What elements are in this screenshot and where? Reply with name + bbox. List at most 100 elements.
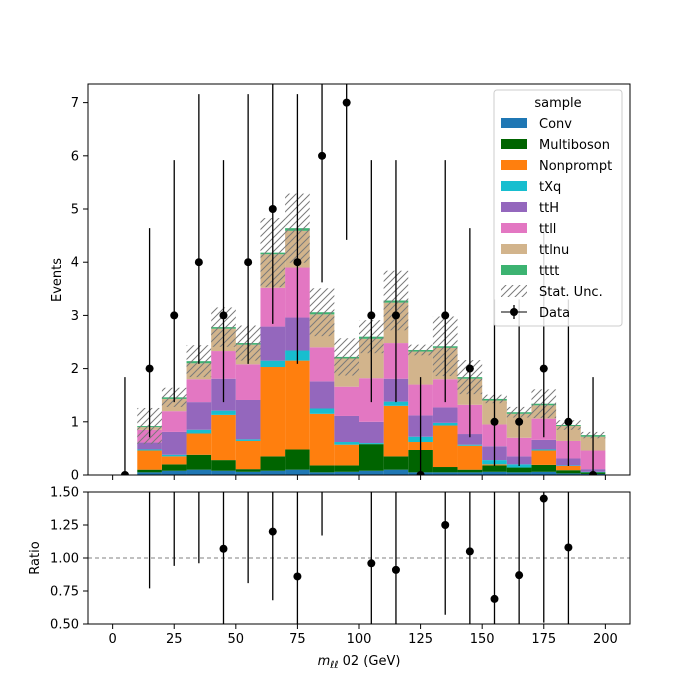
main-y-tick-label-3: 3 <box>71 309 79 324</box>
main-y-tick-label-1: 1 <box>71 415 79 430</box>
data-point-3 <box>194 258 203 267</box>
bar-nonprompt-bin-12 <box>432 425 458 468</box>
legend-label-tttt: tttt <box>539 264 559 279</box>
legend: sample Conv Multiboson Nonprompt tXq ttH ttll… <box>493 89 623 327</box>
bar-tth-bin-1 <box>161 431 187 455</box>
legend-label-txq: tXq <box>539 180 561 195</box>
y-axis-title-ratio: Ratio <box>28 541 43 574</box>
bar-ttll-bin-1 <box>161 411 187 432</box>
bar-nonprompt-bin-13 <box>457 445 483 470</box>
bar-multiboson-bin-13 <box>457 469 483 473</box>
bar-txq-bin-2 <box>186 429 212 434</box>
legend-label-stat-unc: Stat. Unc. <box>539 285 603 300</box>
bar-txq-bin-5 <box>260 360 286 368</box>
data-point-16 <box>515 417 524 426</box>
bar-conv-bin-14 <box>482 471 507 475</box>
ratio-point-3 <box>219 544 228 553</box>
bar-multiboson-bin-15 <box>506 467 532 473</box>
bar-ttll-bin-7 <box>309 347 335 382</box>
x-tick-label-7: 175 <box>531 632 556 647</box>
ratio-point-11 <box>417 686 425 694</box>
stat-unc-band-bin-11 <box>408 344 433 356</box>
bar-tth-bin-12 <box>432 407 458 423</box>
bar-tth-bin-5 <box>260 326 286 361</box>
main-y-tick-label-0: 0 <box>71 469 79 484</box>
bar-txq-bin-8 <box>334 442 359 445</box>
main-y-tick-label-2: 2 <box>71 362 79 377</box>
x-axis-title: mℓℓ 02 (GeV) <box>318 654 401 671</box>
data-point-1 <box>145 364 154 373</box>
bar-conv-bin-12 <box>432 472 458 475</box>
bar-txq-bin-0 <box>137 449 162 451</box>
data-point-8 <box>318 151 327 160</box>
bar-ttll-bin-8 <box>334 386 359 416</box>
main-plot-marks <box>120 84 606 475</box>
legend-swatch-multiboson <box>501 139 527 149</box>
stat-unc-band-bin-7 <box>309 288 335 337</box>
x-tick-label-0: 0 <box>108 632 116 647</box>
axes: 0 25 50 75 100 125 150 175 200 0 1 2 3 4 5 6 7 0.50 0.75 1.… <box>50 96 618 647</box>
data-point-14 <box>465 364 474 373</box>
ratio-y-tick-label-2: 1.00 <box>50 552 79 567</box>
bar-txq-bin-16 <box>531 449 557 451</box>
bar-conv-bin-15 <box>506 472 532 475</box>
legend-swatch-nonprompt <box>501 160 527 170</box>
ratio-point-10 <box>391 565 400 574</box>
bar-multiboson-bin-5 <box>260 456 286 471</box>
ratio-y-tick-label-4: 1.50 <box>50 486 79 501</box>
x-tick-label-3: 75 <box>289 632 306 647</box>
main-y-tick-label-6: 6 <box>71 149 79 164</box>
bar-multiboson-bin-10 <box>383 456 409 470</box>
y-axis-title-main: Events <box>50 258 65 302</box>
data-point-12 <box>416 471 425 475</box>
data-point-18 <box>564 417 573 426</box>
data-point-11 <box>391 311 400 320</box>
x-tick-label-1: 25 <box>166 632 183 647</box>
bar-multiboson-bin-7 <box>309 465 335 473</box>
data-point-2 <box>170 311 179 320</box>
legend-label-ttll: ttll <box>539 222 556 237</box>
bar-multiboson-bin-14 <box>482 465 507 472</box>
legend-swatch-ttlnu <box>501 244 527 254</box>
data-point-6 <box>268 205 277 214</box>
bar-multiboson-bin-12 <box>432 467 458 473</box>
bar-multiboson-bin-4 <box>235 469 261 472</box>
bar-nonprompt-bin-17 <box>556 465 581 471</box>
legend-label-ttlnu: ttlnu <box>539 243 569 258</box>
ratio-point-6 <box>293 572 302 581</box>
bar-txq-bin-4 <box>235 439 261 441</box>
legend-swatch-stat-unc <box>501 285 527 297</box>
bar-nonprompt-bin-4 <box>235 440 261 470</box>
bar-tth-bin-0 <box>137 442 162 450</box>
bar-tth-bin-4 <box>235 399 261 440</box>
bar-tth-bin-7 <box>309 381 335 409</box>
data-point-5 <box>244 258 253 267</box>
data-point-15 <box>490 417 499 426</box>
data-point-17 <box>539 364 548 373</box>
bar-tth-bin-2 <box>186 402 212 430</box>
data-point-10 <box>367 311 376 320</box>
bar-multiboson-bin-0 <box>137 469 162 473</box>
bar-conv-bin-10 <box>383 469 409 475</box>
bar-multiboson-bin-8 <box>334 465 359 472</box>
bar-txq-bin-3 <box>211 410 236 415</box>
ratio-plot-marks <box>88 492 630 694</box>
bar-conv-bin-0 <box>137 472 162 475</box>
bar-conv-bin-1 <box>161 470 187 475</box>
ratio-point-17 <box>564 543 573 552</box>
bar-multiboson-bin-6 <box>285 449 310 470</box>
ratio-point-14 <box>490 594 499 603</box>
legend-swatch-tth <box>501 202 527 212</box>
bar-conv-bin-4 <box>235 471 261 475</box>
x-tick-label-4: 100 <box>347 632 372 647</box>
legend-label-nonprompt: Nonprompt <box>539 159 612 174</box>
bar-multiboson-bin-1 <box>161 464 187 471</box>
bar-conv-bin-6 <box>285 469 310 475</box>
bar-conv-bin-5 <box>260 470 286 475</box>
stat-unc-band-bin-8 <box>334 338 359 376</box>
bar-tth-bin-9 <box>359 421 384 444</box>
legend-data-marker <box>510 308 518 316</box>
x-tick-label-6: 150 <box>470 632 495 647</box>
ratio-plot-background <box>88 492 630 624</box>
